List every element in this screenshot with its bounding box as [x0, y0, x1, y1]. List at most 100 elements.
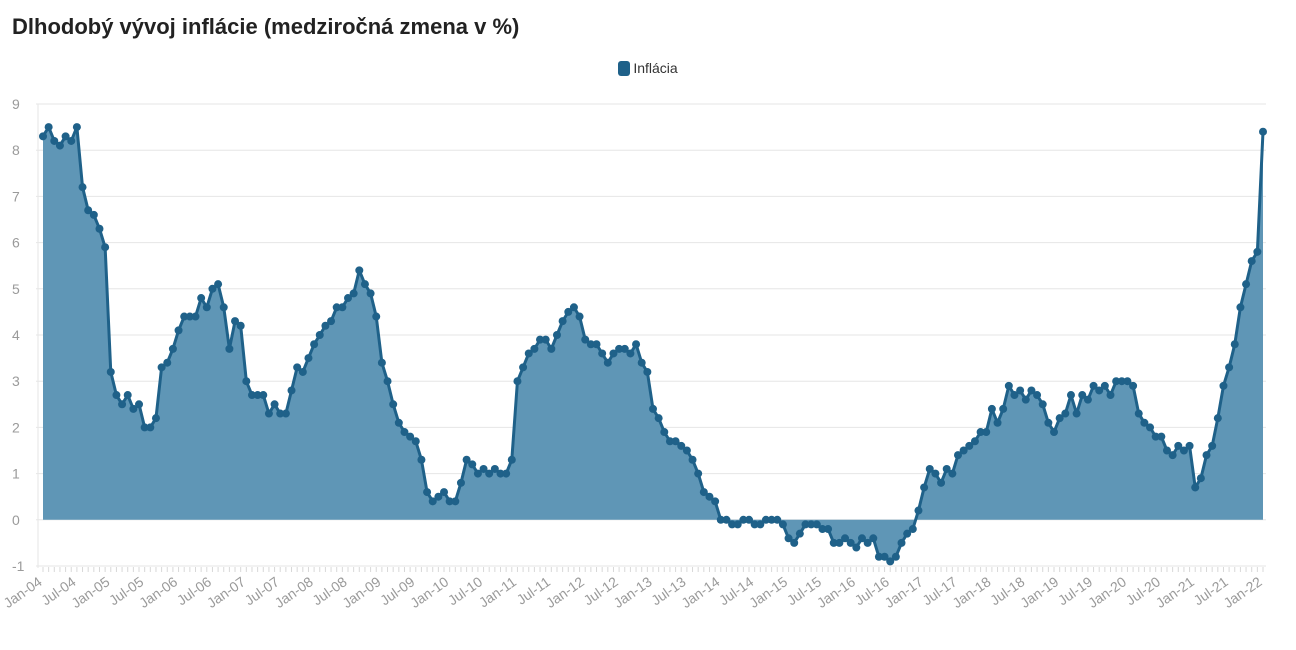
data-point	[468, 460, 477, 469]
data-point	[886, 557, 895, 566]
data-point	[315, 331, 324, 339]
series-area-inflacia	[43, 127, 1263, 562]
data-point	[349, 289, 358, 298]
data-point	[569, 303, 578, 312]
data-point	[1066, 391, 1075, 400]
data-point	[846, 538, 855, 547]
chart-title: Dlhodobý vývoj inflácie (medziročná zmen…	[12, 14, 520, 39]
data-point	[247, 391, 256, 400]
data-point	[1004, 381, 1013, 390]
data-point	[733, 520, 742, 529]
data-point	[146, 423, 155, 432]
x-tick-label: Jan-11	[476, 573, 520, 610]
data-point	[140, 423, 149, 432]
data-point	[78, 183, 87, 192]
data-point	[790, 538, 799, 547]
data-point	[586, 340, 595, 349]
data-point	[84, 206, 93, 215]
data-point	[620, 344, 629, 353]
data-point	[219, 303, 228, 312]
data-point	[293, 363, 302, 372]
data-point	[67, 136, 76, 145]
data-point	[123, 391, 132, 400]
data-point	[654, 414, 663, 423]
data-point	[151, 414, 160, 423]
data-point	[332, 303, 341, 312]
data-point	[615, 344, 624, 353]
data-point	[869, 534, 878, 543]
data-point	[383, 377, 392, 386]
data-point	[609, 349, 618, 358]
data-point	[236, 321, 245, 330]
data-point	[507, 455, 516, 464]
data-point	[999, 404, 1008, 413]
x-tick-label: Jan-10	[407, 573, 451, 611]
data-point	[1185, 441, 1194, 450]
data-point	[360, 280, 369, 289]
data-point	[897, 538, 906, 547]
data-point	[558, 317, 567, 326]
data-point	[536, 335, 545, 344]
data-point	[344, 294, 352, 303]
data-point	[355, 266, 364, 275]
data-point	[1242, 280, 1251, 289]
data-point	[168, 344, 177, 353]
x-tick-label: Jan-22	[1220, 573, 1264, 611]
data-point	[818, 525, 827, 534]
data-point	[982, 428, 991, 437]
data-point	[253, 391, 262, 400]
data-point	[852, 543, 861, 552]
data-point	[778, 520, 787, 529]
y-tick-label: 5	[12, 281, 20, 297]
data-point	[490, 464, 499, 473]
data-point	[440, 488, 449, 497]
data-point	[954, 451, 962, 460]
data-point	[993, 418, 1002, 427]
data-point	[310, 340, 319, 349]
data-point	[1219, 381, 1228, 390]
data-point	[581, 335, 590, 344]
y-tick-label: -1	[12, 558, 25, 574]
data-point	[513, 377, 522, 386]
data-point	[711, 497, 720, 506]
data-point	[366, 289, 375, 298]
data-point	[761, 515, 770, 524]
data-point	[118, 400, 127, 409]
data-point	[688, 455, 697, 464]
data-point	[716, 515, 725, 524]
data-point	[592, 340, 601, 349]
data-point	[541, 335, 550, 344]
data-point	[456, 478, 465, 487]
data-point	[479, 464, 488, 473]
data-point	[72, 123, 81, 132]
data-point	[1146, 423, 1155, 432]
x-tick-label: Jan-20	[1085, 573, 1129, 611]
data-point	[959, 446, 968, 455]
data-point	[925, 464, 934, 473]
data-point	[970, 437, 979, 446]
data-point	[462, 455, 471, 464]
data-point	[50, 136, 59, 145]
data-point	[39, 132, 47, 141]
data-point	[304, 354, 313, 363]
data-point	[1236, 303, 1245, 312]
data-point	[524, 349, 533, 358]
legend-item-inflacia[interactable]: Inflácia	[618, 60, 678, 76]
data-point	[1225, 363, 1234, 372]
data-point	[722, 515, 731, 524]
data-point	[281, 409, 290, 418]
data-point	[377, 358, 386, 367]
data-point	[1174, 441, 1183, 450]
data-point	[1027, 386, 1036, 395]
data-point	[55, 141, 64, 150]
data-point	[891, 552, 900, 561]
data-point	[665, 437, 674, 446]
x-tick-label: Jan-07	[204, 573, 248, 611]
data-point	[1055, 414, 1064, 423]
data-point	[1208, 441, 1217, 450]
data-point	[626, 349, 635, 358]
data-point	[1157, 432, 1166, 441]
data-point	[434, 492, 443, 501]
data-point	[1089, 381, 1098, 390]
data-point	[671, 437, 680, 446]
